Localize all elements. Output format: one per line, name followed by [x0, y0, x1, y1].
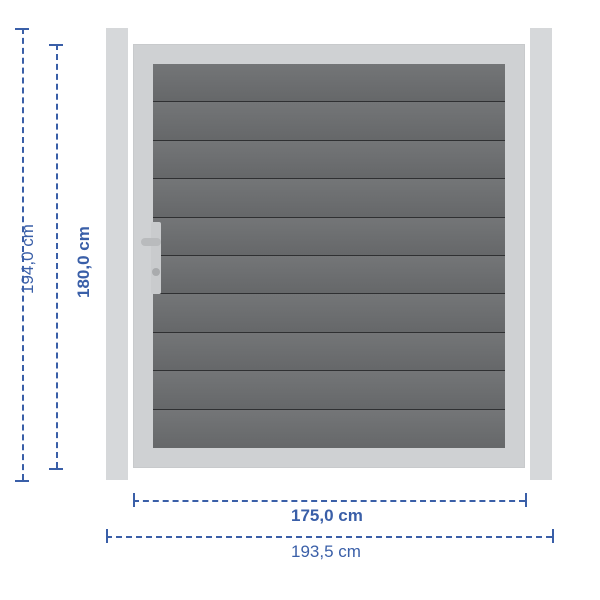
dim-tick — [49, 468, 63, 470]
dim-line-gate-height — [56, 44, 58, 468]
gate-panel — [153, 64, 505, 448]
dim-tick — [525, 493, 527, 507]
dim-tick — [106, 529, 108, 543]
diagram-stage: 194,0 cm 180,0 cm 175,0 cm 193,5 cm — [0, 0, 600, 600]
label-outer-width: 193,5 cm — [291, 542, 361, 562]
post-left — [106, 28, 128, 480]
gate-slat — [153, 102, 505, 140]
gate-slat — [153, 218, 505, 256]
dim-tick — [15, 480, 29, 482]
gate-slat — [153, 256, 505, 294]
dim-tick — [552, 529, 554, 543]
gate-frame — [133, 44, 525, 468]
gate-slat — [153, 179, 505, 217]
label-outer-height: 194,0 cm — [18, 224, 38, 294]
gate-slat — [153, 410, 505, 448]
label-gate-width: 175,0 cm — [291, 506, 363, 526]
gate-slat — [153, 64, 505, 102]
dim-tick — [15, 28, 29, 30]
door-handle-lever — [141, 238, 161, 246]
dim-tick — [133, 493, 135, 507]
gate-slat — [153, 294, 505, 332]
dim-line-gate-width — [133, 500, 525, 502]
gate-slat — [153, 371, 505, 409]
gate-slat — [153, 333, 505, 371]
dim-line-outer-width — [106, 536, 552, 538]
post-right — [530, 28, 552, 480]
gate-slat — [153, 141, 505, 179]
label-gate-height: 180,0 cm — [74, 226, 94, 298]
dim-tick — [49, 44, 63, 46]
door-handle-plate — [151, 222, 161, 294]
